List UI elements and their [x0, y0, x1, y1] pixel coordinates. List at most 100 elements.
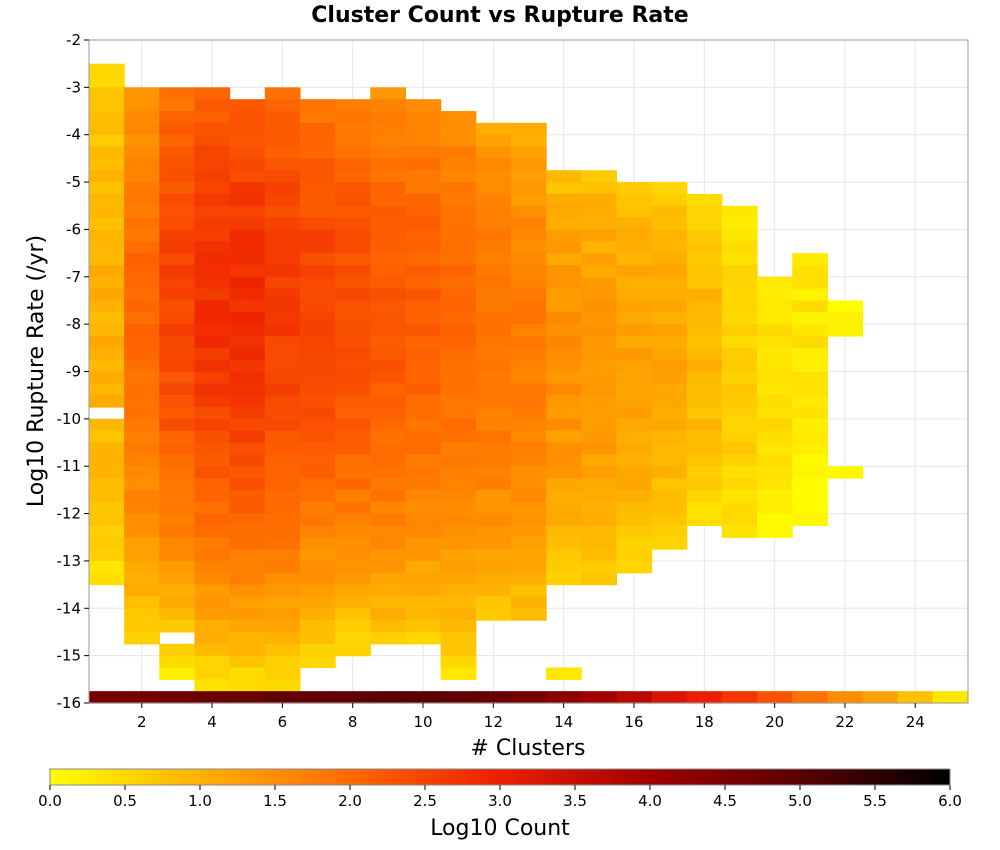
- heatmap-cell: [792, 430, 828, 444]
- heatmap-cell: [475, 241, 512, 254]
- heatmap-cell: [405, 158, 442, 171]
- heatmap-cell: [440, 560, 477, 574]
- heatmap-cell: [264, 158, 301, 171]
- heatmap-cell: [264, 549, 301, 562]
- heatmap-cell: [124, 513, 160, 527]
- heatmap-cell: [299, 489, 336, 503]
- heatmap-cell: [581, 359, 617, 373]
- heatmap-cell: [299, 560, 336, 574]
- heatmap-cell: [651, 525, 688, 538]
- heatmap-cell: [616, 560, 653, 574]
- heatmap-cell: [229, 620, 266, 633]
- heatmap-cell: [616, 371, 653, 384]
- heatmap-cell: [159, 549, 196, 562]
- heatmap-cell: [405, 99, 442, 112]
- heatmap-cell: [124, 371, 160, 384]
- heatmap-cell: [229, 454, 266, 467]
- heatmap-cell: [159, 620, 196, 633]
- heatmap-cell: [264, 430, 301, 444]
- heatmap-cell: [721, 478, 758, 491]
- heatmap-cell: [757, 466, 793, 479]
- heatmap-cell: [89, 300, 125, 313]
- heatmap-cell: [159, 312, 196, 325]
- heatmap-cell: [792, 489, 828, 503]
- heatmap-cell: [335, 300, 371, 313]
- heatmap-cell: [581, 395, 617, 408]
- heatmap-cell: [159, 300, 196, 313]
- heatmap-cell: [159, 407, 196, 420]
- heatmap-cell: [651, 217, 688, 231]
- heatmap-cell: [124, 489, 160, 503]
- heatmap-cell: [581, 253, 617, 266]
- heatmap-cell: [124, 418, 160, 432]
- heatmap-cell: [757, 442, 793, 455]
- heatmap-cell: [124, 134, 160, 148]
- heatmap-cell: [229, 478, 266, 491]
- heatmap-cell: [510, 501, 547, 515]
- heatmap-cell: [686, 691, 723, 704]
- heatmap-cell: [581, 371, 617, 384]
- heatmap-cell: [440, 395, 477, 408]
- heatmap-cell: [159, 513, 196, 527]
- heatmap-cell: [370, 454, 407, 467]
- heatmap-cell: [370, 418, 407, 432]
- heatmap-cell: [651, 324, 688, 337]
- heatmap-cell: [159, 655, 196, 669]
- heatmap-cell: [264, 466, 301, 479]
- heatmap-cell: [194, 620, 231, 633]
- heatmap-cell: [264, 513, 301, 527]
- heatmap-cell: [651, 395, 688, 408]
- heatmap-cell: [124, 549, 160, 562]
- heatmap-cell: [229, 560, 266, 574]
- heatmap-cell: [370, 549, 407, 562]
- heatmap-cell: [229, 643, 266, 657]
- heatmap-cell: [651, 300, 688, 313]
- heatmap-cell: [159, 335, 196, 349]
- heatmap-cell: [475, 134, 512, 148]
- heatmap-cell: [651, 264, 688, 278]
- heatmap-cell: [581, 229, 617, 242]
- heatmap-cell: [229, 241, 266, 254]
- heatmap-cell: [686, 466, 723, 479]
- heatmap-cell: [757, 383, 793, 396]
- heatmap-cell: [299, 335, 336, 349]
- heatmap-cell: [721, 288, 758, 302]
- heatmap-cell: [616, 525, 653, 538]
- heatmap-cell: [159, 572, 196, 586]
- heatmap-cell: [651, 229, 688, 242]
- heatmap-cell: [440, 359, 477, 373]
- heatmap-cell: [440, 371, 477, 384]
- heatmap-cell: [264, 264, 301, 278]
- heatmap-cell: [370, 691, 407, 704]
- heatmap-cell: [299, 359, 336, 373]
- x-axis-label: # Clusters: [471, 736, 586, 761]
- heatmap-cell: [475, 371, 512, 384]
- heatmap-cell: [510, 691, 547, 704]
- heatmap-cell: [475, 596, 512, 609]
- heatmap-cell: [581, 217, 617, 231]
- heatmap-cell: [475, 584, 512, 598]
- heatmap-cell: [510, 407, 547, 420]
- heatmap-cell: [475, 300, 512, 313]
- heatmap-cell: [616, 205, 653, 219]
- heatmap-cell: [124, 608, 160, 621]
- heatmap-cell: [475, 264, 512, 278]
- heatmap-cell: [510, 596, 547, 609]
- heatmap-cell: [721, 312, 758, 325]
- heatmap-cell: [299, 643, 336, 657]
- heatmap-cell: [546, 489, 582, 503]
- heatmap-cell: [229, 608, 266, 621]
- x-tick-label: 16: [624, 713, 643, 731]
- heatmap-cell: [475, 324, 512, 337]
- heatmap-cell: [510, 478, 547, 491]
- heatmap-cell: [370, 537, 407, 550]
- heatmap-cell: [581, 560, 617, 574]
- heatmap-cell: [510, 193, 547, 207]
- heatmap-cell: [335, 182, 371, 195]
- heatmap-cell: [475, 288, 512, 302]
- heatmap-cell: [194, 466, 231, 479]
- heatmap-cell: [616, 217, 653, 231]
- heatmap-cell: [370, 407, 407, 420]
- heatmap-cell: [757, 418, 793, 432]
- heatmap-cell: [264, 407, 301, 420]
